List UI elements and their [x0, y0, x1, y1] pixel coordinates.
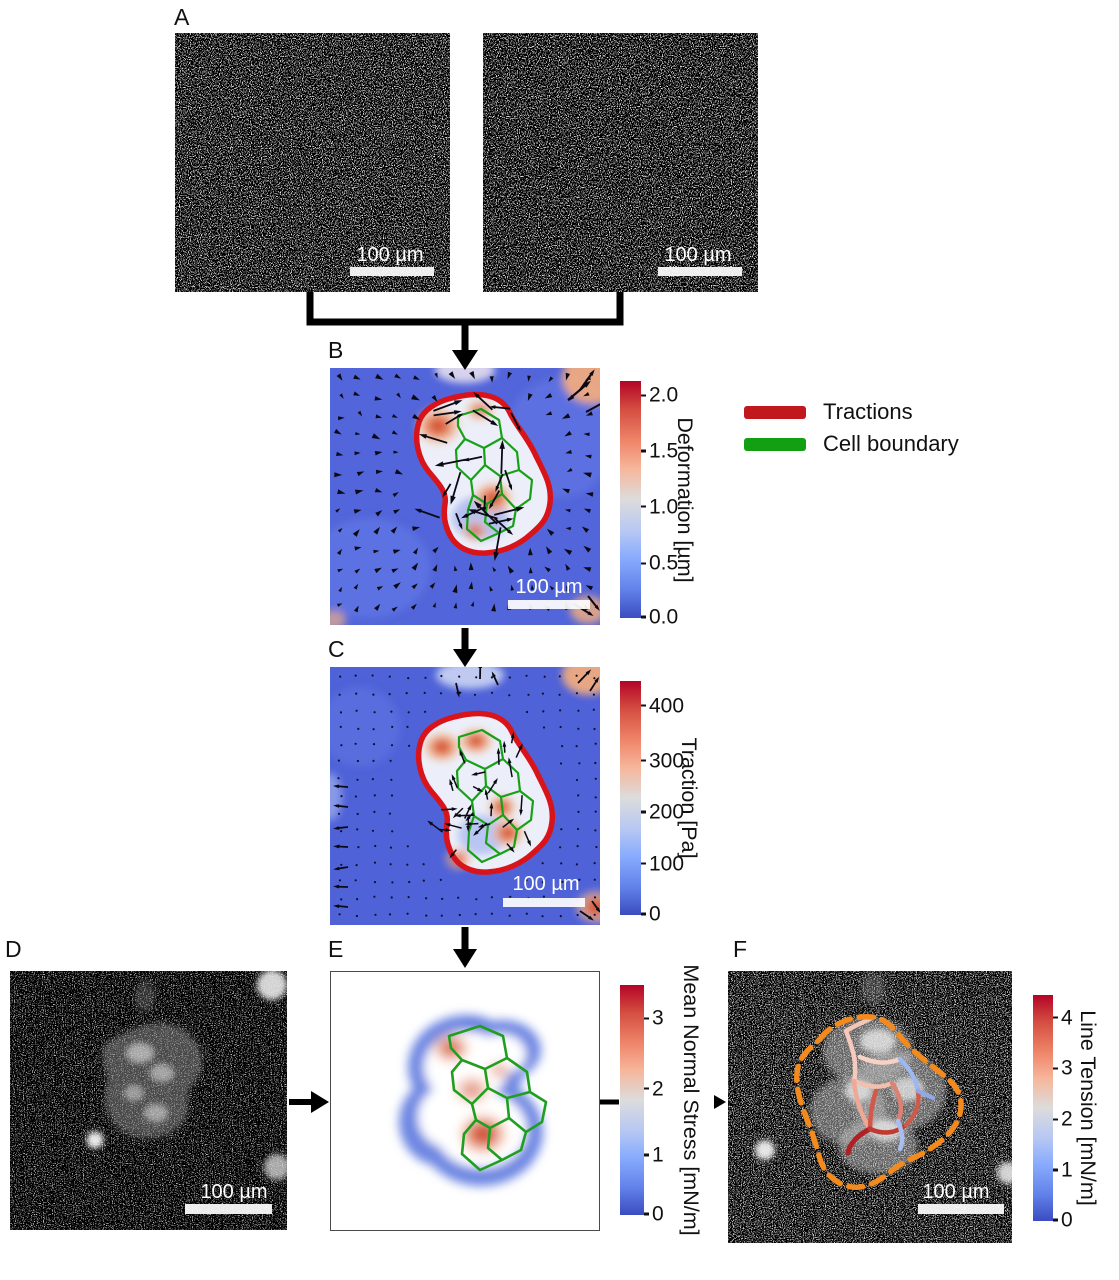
colorbar-line-tension-title: Line Tension [mN/m]: [1076, 1010, 1100, 1206]
colorbar-stress: 3 2 1 0 Mean Normal Stress [mN/m]: [620, 964, 703, 1236]
colorbar-line-tension: 4 3 2 1 0 Line Tension [mN/m]: [1033, 995, 1100, 1230]
colorbar-traction: 400 300 200 100 0 Traction [Pa]: [620, 681, 701, 924]
traction-inner-arrows: [427, 732, 532, 859]
tick-label: 2: [652, 1077, 664, 1100]
panel-a-bead-image-1: 100 µm: [175, 33, 450, 292]
cell-cluster: [86, 971, 287, 1180]
panel-c-traction-map: 100 µm: [330, 667, 600, 925]
arrow-a-to-b-head: [452, 350, 478, 370]
panel-b-deformation-map: 100 µm: [330, 368, 600, 625]
panel-d-label: D: [5, 936, 22, 962]
panel-a-bead-image-2: 100 µm: [483, 33, 758, 292]
deformation-vector-field: [334, 371, 594, 613]
colorbar-deformation-title: Deformation [µm]: [673, 416, 697, 583]
colorbar-deformation-ticks: 2.0 1.5 1.0 0.5 0.0: [641, 381, 711, 627]
merge-connector-a-to-b: [306, 292, 624, 352]
deformation-inner-arrows: [414, 392, 525, 562]
panel-b-label: B: [328, 337, 344, 363]
panel-c-scalebar: [503, 898, 585, 907]
colorbar-traction-ticks: 400 300 200 100 0: [641, 681, 711, 924]
arrow-d-to-e: [289, 1091, 329, 1113]
panel-e-stress-map-frame: [330, 971, 600, 1231]
tick-label: 200: [649, 800, 685, 824]
colorbar-stress-gradient: [620, 985, 644, 1215]
tick-label: 100: [649, 852, 685, 876]
tick-label: 2.0: [649, 383, 679, 407]
tick-label: 1: [652, 1143, 664, 1167]
panel-f-scalebar-label: 100 µm: [922, 1181, 989, 1203]
tractions-color-swatch: [744, 405, 806, 419]
line-tension-network: [843, 1014, 936, 1156]
colorbar-traction-title: Traction [Pa]: [677, 737, 701, 859]
tick-label: 2: [1061, 1107, 1073, 1131]
tick-label: 1: [1061, 1158, 1073, 1182]
tick-label: 400: [649, 694, 685, 718]
tick-label: 3: [652, 1006, 664, 1030]
tick-label: 0.0: [649, 605, 679, 629]
panel-a-label: A: [174, 4, 190, 30]
tick-label: 0.5: [649, 551, 679, 575]
panel-f-scalebar: [918, 1204, 1004, 1214]
panel-f-line-tension-image: 100 µm: [728, 971, 1012, 1243]
panel-d-scalebar-label: 100 µm: [200, 1181, 267, 1203]
panel-f-label: F: [733, 936, 748, 962]
panel-a2-scalebar-label: 100 µm: [664, 244, 731, 266]
colony-outline-dashed: [793, 1013, 964, 1190]
traction-boundary-outline: [413, 391, 554, 556]
tick-label: 3: [1061, 1056, 1073, 1080]
panel-b-scalebar: [508, 600, 590, 609]
traction-vector-dots: [337, 674, 598, 918]
traction-boundary-outline: [415, 710, 556, 875]
colorbar-line-tension-ticks: 4 3 2 1 0: [1053, 995, 1119, 1230]
panel-a1-scalebar: [350, 267, 434, 276]
cell-boundary-network: [447, 1024, 548, 1172]
panel-c-scalebar-label: 100 µm: [512, 873, 579, 895]
tick-label: 300: [649, 749, 685, 773]
tick-label: 0: [649, 902, 661, 926]
tick-label: 0: [1061, 1208, 1073, 1232]
panel-a1-scalebar-label: 100 µm: [356, 244, 423, 266]
cell-boundary-legend-label: Cell boundary: [823, 431, 959, 456]
cell-boundary-network: [455, 728, 535, 864]
panel-a2-scalebar: [658, 267, 742, 276]
cell-boundary-color-swatch: [744, 437, 806, 451]
tick-label: 4: [1061, 1006, 1073, 1030]
tick-label: 1.0: [649, 495, 679, 519]
panel-b-scalebar-label: 100 µm: [515, 576, 582, 598]
arrow-b-to-c: [453, 628, 477, 667]
colorbar-traction-gradient: [620, 681, 641, 915]
tick-label: 0: [652, 1202, 664, 1226]
legend-item-cell-boundary: Cell boundary: [744, 431, 959, 457]
colorbar-line-tension-gradient: [1033, 995, 1053, 1221]
colorbar-deformation: 2.0 1.5 1.0 0.5 0.0 Deformation [µm]: [620, 381, 697, 627]
colorbar-stress-title: Mean Normal Stress [mN/m]: [679, 964, 703, 1236]
arrow-c-to-e: [453, 927, 477, 968]
panel-d-cell-image: 100 µm: [10, 971, 287, 1230]
tractions-legend-label: Tractions: [823, 399, 913, 424]
panel-c-label: C: [328, 636, 345, 662]
tick-label: 1.5: [649, 439, 679, 463]
colorbar-deformation-gradient: [620, 381, 641, 618]
panel-e-label: E: [328, 936, 344, 962]
panel-d-scalebar: [185, 1204, 272, 1214]
colorbar-stress-ticks: 3 2 1 0: [644, 985, 714, 1224]
panel-e-stress-map: [399, 1015, 548, 1186]
legend-item-tractions: Tractions: [744, 399, 913, 425]
traction-edge-arrows: [333, 667, 600, 921]
